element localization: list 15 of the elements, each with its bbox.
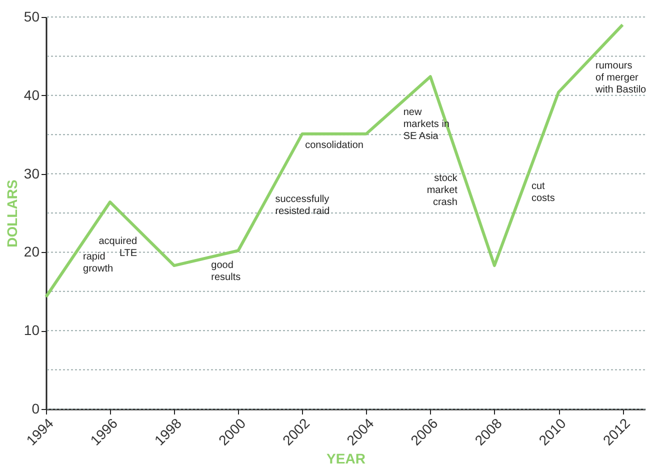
y-tick-label: 10	[24, 322, 40, 338]
y-tick-label: 50	[24, 8, 40, 24]
x-axis-title: YEAR	[326, 450, 366, 466]
annotation: rumours of merger with Bastilo	[594, 60, 647, 96]
annotation: successfully resisted raid	[275, 194, 330, 218]
y-tick-label: 40	[24, 86, 40, 103]
annotation: stock market crash	[426, 173, 458, 208]
y-axis-title: DOLLARS	[4, 180, 20, 248]
annotation: cut costs	[531, 180, 555, 204]
y-tick-label: 30	[24, 165, 40, 182]
annotation: consolidation	[305, 140, 364, 151]
annotation: rapid growth	[83, 251, 114, 274]
y-tick-label: 0	[32, 400, 40, 416]
annotation: good results	[211, 260, 241, 284]
y-tick-label: 20	[24, 244, 40, 260]
